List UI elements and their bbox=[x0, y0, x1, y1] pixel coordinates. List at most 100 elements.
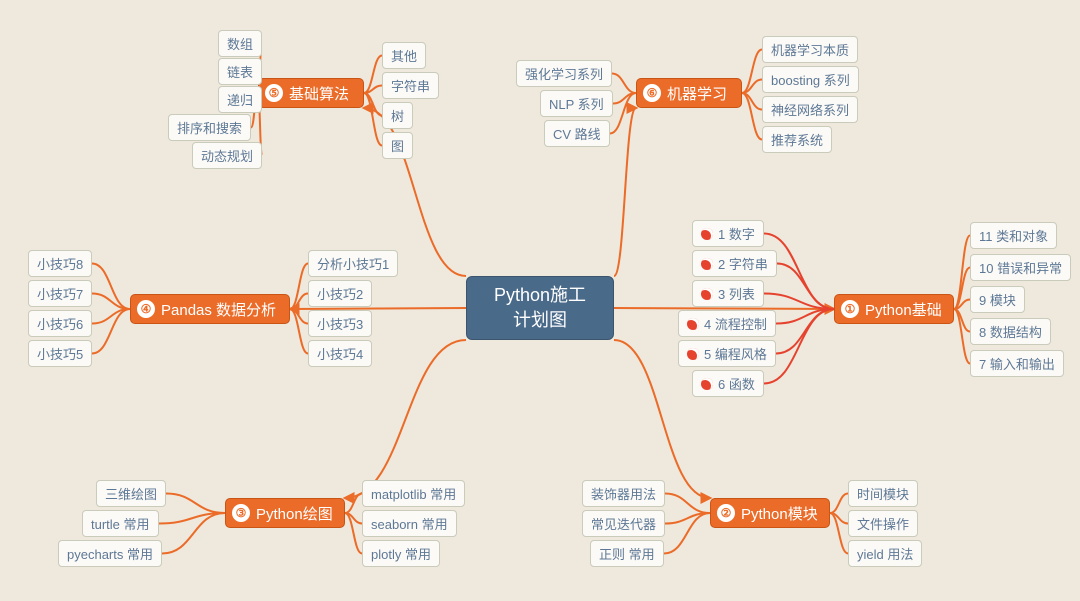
leaf-label: CV 路线 bbox=[553, 124, 601, 143]
leaf-label: 数组 bbox=[227, 34, 253, 53]
leaf-node: 8 数据结构 bbox=[970, 318, 1051, 345]
leaf-label: 4 流程控制 bbox=[704, 314, 767, 333]
leaf-label: 小技巧5 bbox=[37, 344, 83, 363]
branch-label: Python绘图 bbox=[256, 503, 333, 524]
leaf-node: 4 流程控制 bbox=[678, 310, 776, 337]
leaf-node: seaborn 常用 bbox=[362, 510, 457, 537]
leaf-node: NLP 系列 bbox=[540, 90, 613, 117]
leaf-label: 图 bbox=[391, 136, 404, 155]
leaf-label: yield 用法 bbox=[857, 544, 913, 563]
leaf-node: 5 编程风格 bbox=[678, 340, 776, 367]
center-line2: 计划图 bbox=[513, 308, 567, 333]
leaf-label: 机器学习本质 bbox=[771, 40, 849, 59]
leaf-label: 字符串 bbox=[391, 76, 430, 95]
leaf-node: yield 用法 bbox=[848, 540, 922, 567]
leaf-label: 2 字符串 bbox=[718, 254, 768, 273]
leaf-label: 动态规划 bbox=[201, 146, 253, 165]
leaf-label: 装饰器用法 bbox=[591, 484, 656, 503]
leaf-node: 6 函数 bbox=[692, 370, 764, 397]
leaf-node: 图 bbox=[382, 132, 413, 159]
leaf-node: 推荐系统 bbox=[762, 126, 832, 153]
leaf-node: 9 模块 bbox=[970, 286, 1025, 313]
leaf-node: 小技巧7 bbox=[28, 280, 92, 307]
leaf-label: 树 bbox=[391, 106, 404, 125]
branch-badge: ① bbox=[841, 300, 859, 318]
leaf-label: plotly 常用 bbox=[371, 544, 431, 563]
leaf-node: 3 列表 bbox=[692, 280, 764, 307]
leaf-label: 其他 bbox=[391, 46, 417, 65]
leaf-node: 机器学习本质 bbox=[762, 36, 858, 63]
leaf-node: 正则 常用 bbox=[590, 540, 664, 567]
leaf-node: 动态规划 bbox=[192, 142, 262, 169]
leaf-node: 1 数字 bbox=[692, 220, 764, 247]
leaf-label: 文件操作 bbox=[857, 514, 909, 533]
leaf-node: matplotlib 常用 bbox=[362, 480, 465, 507]
leaf-label: NLP 系列 bbox=[549, 94, 604, 113]
leaf-label: 小技巧7 bbox=[37, 284, 83, 303]
branch-label: 基础算法 bbox=[289, 83, 349, 104]
leaf-node: 递归 bbox=[218, 86, 262, 113]
leaf-node: 排序和搜索 bbox=[168, 114, 251, 141]
leaf-node: 分析小技巧1 bbox=[308, 250, 398, 277]
mindmap-canvas: Python施工计划图 ① Python基础 1 数字 2 字符串 3 列表 4 流程控制 5… bbox=[0, 0, 1080, 601]
leaf-node: 强化学习系列 bbox=[516, 60, 612, 87]
leaf-label: pyecharts 常用 bbox=[67, 544, 153, 563]
leaf-label: 8 数据结构 bbox=[979, 322, 1042, 341]
center-node: Python施工计划图 bbox=[466, 276, 614, 340]
leaf-label: 小技巧8 bbox=[37, 254, 83, 273]
leaf-label: 9 模块 bbox=[979, 290, 1016, 309]
leaf-label: 3 列表 bbox=[718, 284, 755, 303]
leaf-node: 神经网络系列 bbox=[762, 96, 858, 123]
leaf-node: 三维绘图 bbox=[96, 480, 166, 507]
leaf-label: 小技巧6 bbox=[37, 314, 83, 333]
leaf-label: seaborn 常用 bbox=[371, 514, 448, 533]
leaf-node: boosting 系列 bbox=[762, 66, 859, 93]
branch-b5: ⑤ 基础算法 bbox=[258, 78, 364, 108]
leaf-node: 常见迭代器 bbox=[582, 510, 665, 537]
leaf-label: 分析小技巧1 bbox=[317, 254, 389, 273]
leaf-node: 数组 bbox=[218, 30, 262, 57]
leaf-node: 小技巧6 bbox=[28, 310, 92, 337]
leaf-node: 小技巧8 bbox=[28, 250, 92, 277]
branch-b4: ④ Pandas 数据分析 bbox=[130, 294, 290, 324]
branch-label: Python模块 bbox=[741, 503, 818, 524]
leaf-label: 三维绘图 bbox=[105, 484, 157, 503]
leaf-label: 小技巧4 bbox=[317, 344, 363, 363]
leaf-node: 时间模块 bbox=[848, 480, 918, 507]
leaf-node: 字符串 bbox=[382, 72, 439, 99]
leaf-node: pyecharts 常用 bbox=[58, 540, 162, 567]
branch-label: Pandas 数据分析 bbox=[161, 299, 276, 320]
branch-b3: ③ Python绘图 bbox=[225, 498, 345, 528]
leaf-node: 小技巧2 bbox=[308, 280, 372, 307]
leaf-node: 7 输入和输出 bbox=[970, 350, 1064, 377]
leaf-label: 7 输入和输出 bbox=[979, 354, 1055, 373]
leaf-label: turtle 常用 bbox=[91, 514, 150, 533]
branch-badge: ② bbox=[717, 504, 735, 522]
branch-b6: ⑥ 机器学习 bbox=[636, 78, 742, 108]
leaf-label: 常见迭代器 bbox=[591, 514, 656, 533]
leaf-label: 6 函数 bbox=[718, 374, 755, 393]
branch-label: 机器学习 bbox=[667, 83, 727, 104]
leaf-node: 其他 bbox=[382, 42, 426, 69]
branch-badge: ⑤ bbox=[265, 84, 283, 102]
leaf-label: boosting 系列 bbox=[771, 70, 850, 89]
leaf-label: 正则 常用 bbox=[599, 544, 655, 563]
leaf-node: 链表 bbox=[218, 58, 262, 85]
leaf-label: 11 类和对象 bbox=[979, 226, 1048, 245]
leaf-label: 强化学习系列 bbox=[525, 64, 603, 83]
leaf-label: 神经网络系列 bbox=[771, 100, 849, 119]
branch-label: Python基础 bbox=[865, 299, 942, 320]
branch-badge: ④ bbox=[137, 300, 155, 318]
branch-badge: ③ bbox=[232, 504, 250, 522]
leaf-node: 小技巧3 bbox=[308, 310, 372, 337]
leaf-node: 小技巧4 bbox=[308, 340, 372, 367]
leaf-node: 10 错误和异常 bbox=[970, 254, 1071, 281]
leaf-node: 11 类和对象 bbox=[970, 222, 1057, 249]
leaf-node: plotly 常用 bbox=[362, 540, 440, 567]
leaf-label: 小技巧3 bbox=[317, 314, 363, 333]
leaf-label: 5 编程风格 bbox=[704, 344, 767, 363]
leaf-node: 2 字符串 bbox=[692, 250, 777, 277]
leaf-node: 小技巧5 bbox=[28, 340, 92, 367]
branch-badge: ⑥ bbox=[643, 84, 661, 102]
leaf-label: 排序和搜索 bbox=[177, 118, 242, 137]
